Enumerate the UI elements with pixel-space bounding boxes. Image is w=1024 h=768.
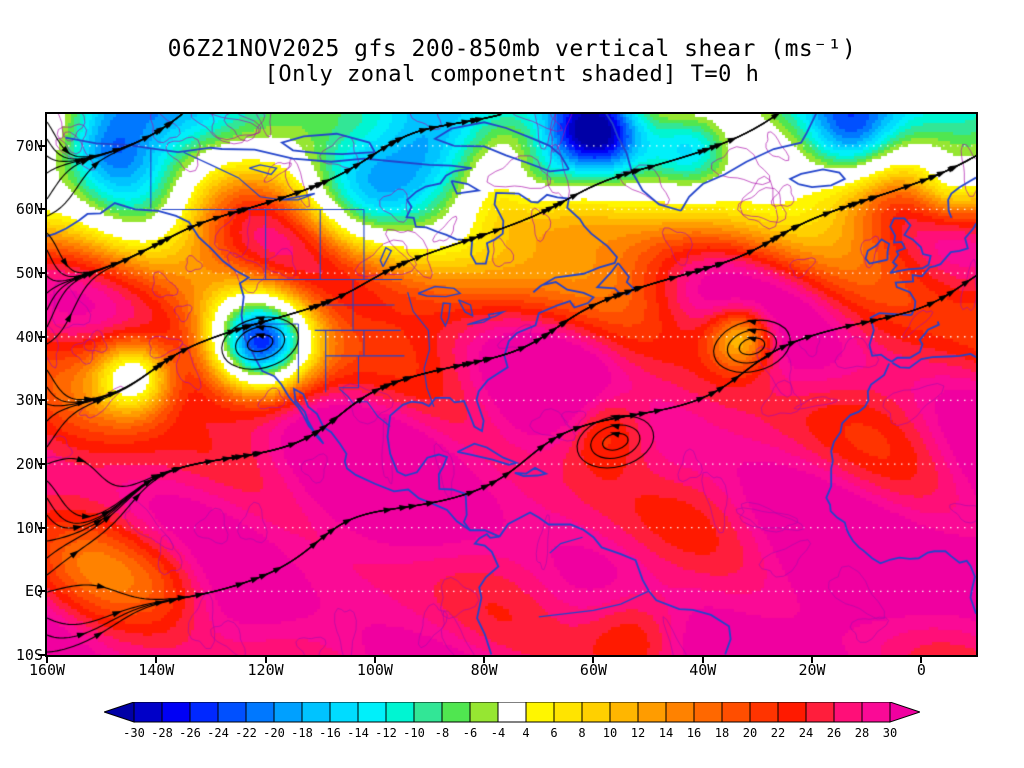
colorbar-tick-label: 26	[827, 726, 841, 740]
x-tick-label: 80W	[470, 661, 498, 679]
x-tick-mark	[264, 655, 267, 663]
colorbar-cell	[581, 702, 611, 723]
colorbar-tick-label: -22	[235, 726, 257, 740]
y-tick-label: 10S	[15, 646, 43, 664]
map-plot: 70N 60N 50N 40N 30N 20N 10N EQ 10S 160W 140W 120W 10…	[16, 112, 978, 679]
x-tick-label: 40W	[689, 661, 717, 679]
colorbar-tick-label: -8	[435, 726, 449, 740]
colorbar-tick-label: 30	[883, 726, 897, 740]
colorbar-cell	[777, 702, 807, 723]
x-tick-label: 100W	[356, 661, 393, 679]
colorbar-tick-label: 10	[603, 726, 617, 740]
colorbar-tick-label: -12	[375, 726, 397, 740]
colorbar-cell	[749, 702, 779, 723]
y-tick-mark	[38, 144, 47, 147]
colorbar-svg: -30 -28 -26 -24 -22 -20 -18 -16 -14 -12 -10 -8 -6 -4 4…	[104, 702, 920, 740]
y-tick-label: 20N	[15, 455, 43, 474]
colorbar-cell	[217, 702, 247, 723]
chart-title-line2: [Only zonal componetnt shaded] T=0 h	[264, 62, 760, 87]
x-tick-label: 120W	[247, 661, 284, 679]
chart-title-line1: 06Z21NOV2025 gfs 200-850mb vertical shea…	[167, 36, 857, 62]
y-tick-label: 60N	[15, 200, 43, 219]
colorbar-tick-label: 16	[687, 726, 701, 740]
colorbar-tick-label: 12	[631, 726, 645, 740]
y-tick-label: 50N	[15, 264, 43, 283]
colorbar-tick-label: 20	[743, 726, 757, 740]
colorbar-cell	[805, 702, 835, 723]
colorbar-left-arrow	[104, 702, 135, 723]
x-tick-label: 20W	[798, 661, 826, 679]
x-tick-mark	[46, 655, 48, 663]
colorbar-cell	[497, 702, 527, 723]
x-tick-mark	[811, 655, 814, 663]
colorbar-cell	[133, 702, 163, 723]
colorbar-tick-label: -26	[179, 726, 201, 740]
colorbar-tick-label: -6	[463, 726, 477, 740]
colorbar-cell	[189, 702, 219, 723]
colorbar-cell	[385, 702, 415, 723]
y-tick-mark	[38, 272, 47, 275]
colorbar-cell	[861, 702, 891, 723]
colorbar-cell	[665, 702, 695, 723]
colorbar-cell	[637, 702, 667, 723]
y-tick-label: EQ	[24, 582, 43, 601]
x-tick-label: 0	[916, 661, 926, 679]
x-tick-label: 60W	[579, 661, 608, 679]
y-tick-label: 40N	[15, 327, 43, 346]
colorbar-cell	[301, 702, 331, 723]
x-tick-mark	[155, 655, 158, 663]
colorbar-tick-label: -10	[403, 726, 425, 740]
y-tick-mark	[38, 590, 47, 593]
colorbar-cell	[721, 702, 751, 723]
y-tick-label: 30N	[15, 391, 43, 410]
y-tick-mark	[38, 654, 47, 656]
colorbar-cell	[161, 702, 191, 723]
y-tick-mark	[38, 526, 47, 529]
colorbar-tick-label: 4	[522, 726, 529, 740]
colorbar-tick-label: 18	[715, 726, 729, 740]
y-tick-label: 10N	[15, 518, 43, 537]
colorbar-tick-label: -4	[491, 726, 505, 740]
colorbar-cell	[469, 702, 499, 723]
colorbar-tick-label: -24	[207, 726, 229, 740]
colorbar-cell	[553, 702, 583, 723]
y-tick-mark	[38, 463, 47, 466]
colorbar-tick-label: -28	[151, 726, 173, 740]
colorbar-cell	[609, 702, 639, 723]
x-tick-label: 160W	[28, 661, 66, 679]
colorbar-tick-label: -14	[347, 726, 369, 740]
colorbar-cell	[329, 702, 359, 723]
x-tick-label: 140W	[138, 661, 175, 679]
colorbar-cell	[833, 702, 863, 723]
chart-title: 06Z21NOV2025 gfs 200-850mb vertical shea…	[0, 36, 1024, 87]
colorbar-tick-label: 6	[550, 726, 557, 740]
colorbar-tick-label: -18	[291, 726, 313, 740]
y-tick-mark	[38, 399, 47, 402]
colorbar-right-arrow	[889, 702, 920, 723]
colorbar-tick-label: -30	[123, 726, 145, 740]
map-canvas	[47, 114, 976, 655]
x-tick-mark	[920, 655, 923, 663]
colorbar-cell	[441, 702, 471, 723]
colorbar-tick-label: -20	[263, 726, 285, 740]
colorbar-tick-label: -16	[319, 726, 341, 740]
colorbar-tick-label: 22	[771, 726, 785, 740]
colorbar-tick-label: 14	[659, 726, 673, 740]
x-tick-mark	[701, 655, 704, 663]
x-tick-mark	[592, 655, 595, 663]
colorbar-cell	[413, 702, 443, 723]
y-tick-mark	[38, 208, 47, 211]
colorbar-cell	[273, 702, 303, 723]
colorbar-tick-label: 28	[855, 726, 869, 740]
y-tick-label: 70N	[15, 136, 43, 155]
x-tick-mark	[483, 655, 486, 663]
colorbar-cell	[693, 702, 723, 723]
x-tick-mark	[373, 655, 376, 663]
colorbar-tick-label: 24	[799, 726, 813, 740]
y-tick-mark	[38, 335, 47, 338]
colorbar-cell	[357, 702, 387, 723]
colorbar-cell	[245, 702, 275, 723]
colorbar-tick-label: 8	[578, 726, 585, 740]
colorbar-cell	[525, 702, 555, 723]
